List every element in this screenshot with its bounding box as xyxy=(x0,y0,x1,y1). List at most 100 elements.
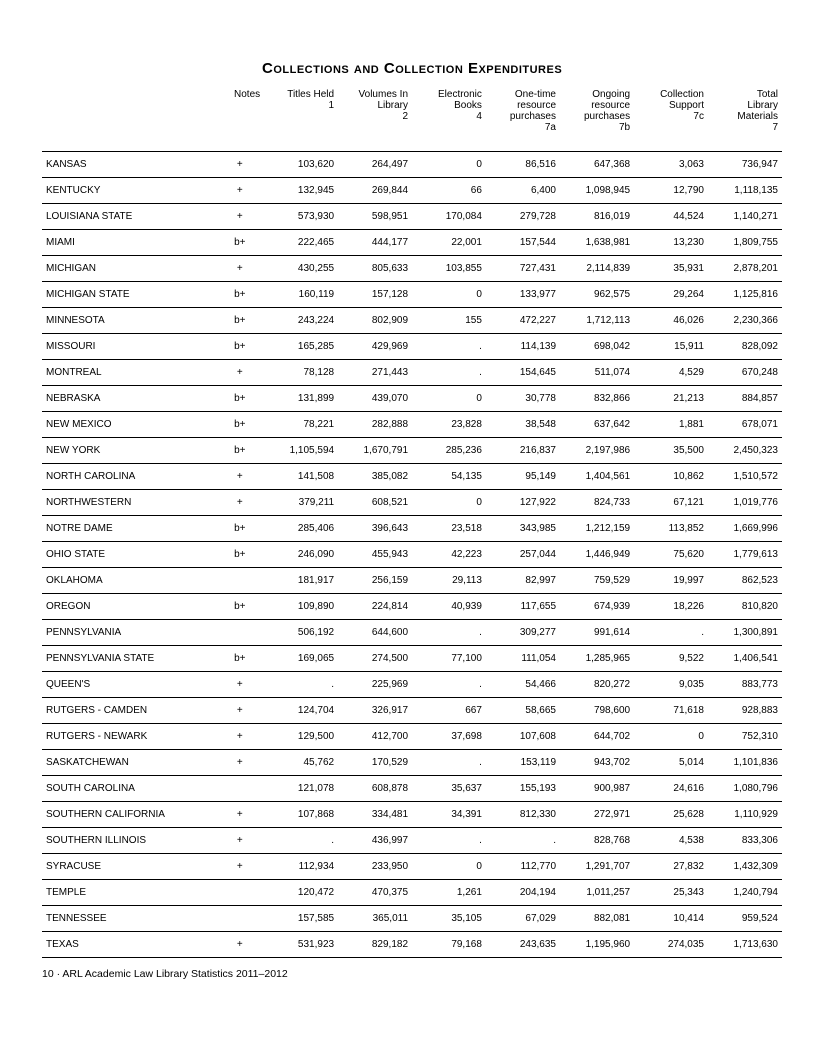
column-header-line: 7c xyxy=(638,111,704,122)
notes-cell: b+ xyxy=(216,646,265,672)
value-cell: 35,931 xyxy=(634,256,708,282)
value-cell: 169,065 xyxy=(264,646,338,672)
column-header-line: 4 xyxy=(416,111,482,122)
value-cell: 802,909 xyxy=(338,308,412,334)
value-cell: . xyxy=(634,620,708,646)
value-cell: 3,063 xyxy=(634,152,708,178)
institution-cell: NEW MEXICO xyxy=(42,412,216,438)
value-cell: 111,054 xyxy=(486,646,560,672)
column-header: Notes xyxy=(216,87,265,152)
value-cell: 1,098,945 xyxy=(560,178,634,204)
column-header-line: Total xyxy=(712,89,778,100)
value-cell: . xyxy=(412,334,486,360)
column-header-line: Library xyxy=(342,100,408,111)
institution-cell: RUTGERS - NEWARK xyxy=(42,724,216,750)
value-cell: 511,074 xyxy=(560,360,634,386)
value-cell: 117,655 xyxy=(486,594,560,620)
value-cell: 385,082 xyxy=(338,464,412,490)
value-cell: . xyxy=(412,620,486,646)
page-container: Collections and Collection Expenditures … xyxy=(0,0,824,1000)
institution-cell: NEBRASKA xyxy=(42,386,216,412)
page-footer: 10 · ARL Academic Law Library Statistics… xyxy=(42,968,782,980)
value-cell: 883,773 xyxy=(708,672,782,698)
value-cell: 95,149 xyxy=(486,464,560,490)
value-cell: 82,997 xyxy=(486,568,560,594)
value-cell: 365,011 xyxy=(338,906,412,932)
institution-cell: MICHIGAN STATE xyxy=(42,282,216,308)
value-cell: 829,182 xyxy=(338,932,412,958)
value-cell: 436,997 xyxy=(338,828,412,854)
notes-cell xyxy=(216,880,265,906)
value-cell: 644,702 xyxy=(560,724,634,750)
table-header: NotesTitles Held1Volumes InLibrary2Elect… xyxy=(42,87,782,152)
value-cell: 598,951 xyxy=(338,204,412,230)
value-cell: 1,432,309 xyxy=(708,854,782,880)
value-cell: 243,224 xyxy=(264,308,338,334)
column-header: ElectronicBooks4 xyxy=(412,87,486,152)
value-cell: 18,226 xyxy=(634,594,708,620)
table-row: RUTGERS - NEWARK+129,500412,70037,698107… xyxy=(42,724,782,750)
value-cell: 798,600 xyxy=(560,698,634,724)
value-cell: 103,620 xyxy=(264,152,338,178)
value-cell: 444,177 xyxy=(338,230,412,256)
value-cell: 170,529 xyxy=(338,750,412,776)
value-cell: 113,852 xyxy=(634,516,708,542)
value-cell: . xyxy=(486,828,560,854)
institution-cell: KANSAS xyxy=(42,152,216,178)
notes-cell: b+ xyxy=(216,542,265,568)
value-cell: 107,868 xyxy=(264,802,338,828)
value-cell: 10,414 xyxy=(634,906,708,932)
value-cell: 10,862 xyxy=(634,464,708,490)
value-cell: 6,400 xyxy=(486,178,560,204)
value-cell: 13,230 xyxy=(634,230,708,256)
value-cell: 66 xyxy=(412,178,486,204)
table-row: KANSAS+103,620264,497086,516647,3683,063… xyxy=(42,152,782,178)
value-cell: 157,128 xyxy=(338,282,412,308)
table-row: KENTUCKY+132,945269,844666,4001,098,9451… xyxy=(42,178,782,204)
table-row: TEMPLE120,472470,3751,261204,1941,011,25… xyxy=(42,880,782,906)
value-cell: 4,538 xyxy=(634,828,708,854)
institution-cell: MONTREAL xyxy=(42,360,216,386)
value-cell: 1,019,776 xyxy=(708,490,782,516)
value-cell: 0 xyxy=(412,386,486,412)
institution-cell: OKLAHOMA xyxy=(42,568,216,594)
value-cell: 222,465 xyxy=(264,230,338,256)
notes-cell: b+ xyxy=(216,594,265,620)
value-cell: 824,733 xyxy=(560,490,634,516)
institution-cell: MISSOURI xyxy=(42,334,216,360)
value-cell: 1,638,981 xyxy=(560,230,634,256)
value-cell: 2,450,323 xyxy=(708,438,782,464)
value-cell: 1,510,572 xyxy=(708,464,782,490)
column-header-line: Library xyxy=(712,100,778,111)
institution-cell: SOUTH CAROLINA xyxy=(42,776,216,802)
institution-cell: KENTUCKY xyxy=(42,178,216,204)
institution-cell: SOUTHERN CALIFORNIA xyxy=(42,802,216,828)
value-cell: 326,917 xyxy=(338,698,412,724)
value-cell: 204,194 xyxy=(486,880,560,906)
value-cell: 78,221 xyxy=(264,412,338,438)
notes-cell: + xyxy=(216,204,265,230)
value-cell: 674,939 xyxy=(560,594,634,620)
value-cell: 165,285 xyxy=(264,334,338,360)
value-cell: 274,500 xyxy=(338,646,412,672)
table-row: OKLAHOMA181,917256,15929,11382,997759,52… xyxy=(42,568,782,594)
value-cell: 34,391 xyxy=(412,802,486,828)
value-cell: 309,277 xyxy=(486,620,560,646)
column-header: TotalLibraryMaterials7 xyxy=(708,87,782,152)
column-header: One-timeresourcepurchases7a xyxy=(486,87,560,152)
value-cell: 78,128 xyxy=(264,360,338,386)
value-cell: 256,159 xyxy=(338,568,412,594)
notes-cell: + xyxy=(216,854,265,880)
institution-cell: RUTGERS - CAMDEN xyxy=(42,698,216,724)
value-cell: 1,240,794 xyxy=(708,880,782,906)
value-cell: 86,516 xyxy=(486,152,560,178)
value-cell: 23,518 xyxy=(412,516,486,542)
value-cell: . xyxy=(264,672,338,698)
value-cell: 224,814 xyxy=(338,594,412,620)
value-cell: 334,481 xyxy=(338,802,412,828)
value-cell: 46,026 xyxy=(634,308,708,334)
value-cell: 1,779,613 xyxy=(708,542,782,568)
table-row: LOUISIANA STATE+573,930598,951170,084279… xyxy=(42,204,782,230)
notes-cell: + xyxy=(216,802,265,828)
value-cell: 285,236 xyxy=(412,438,486,464)
